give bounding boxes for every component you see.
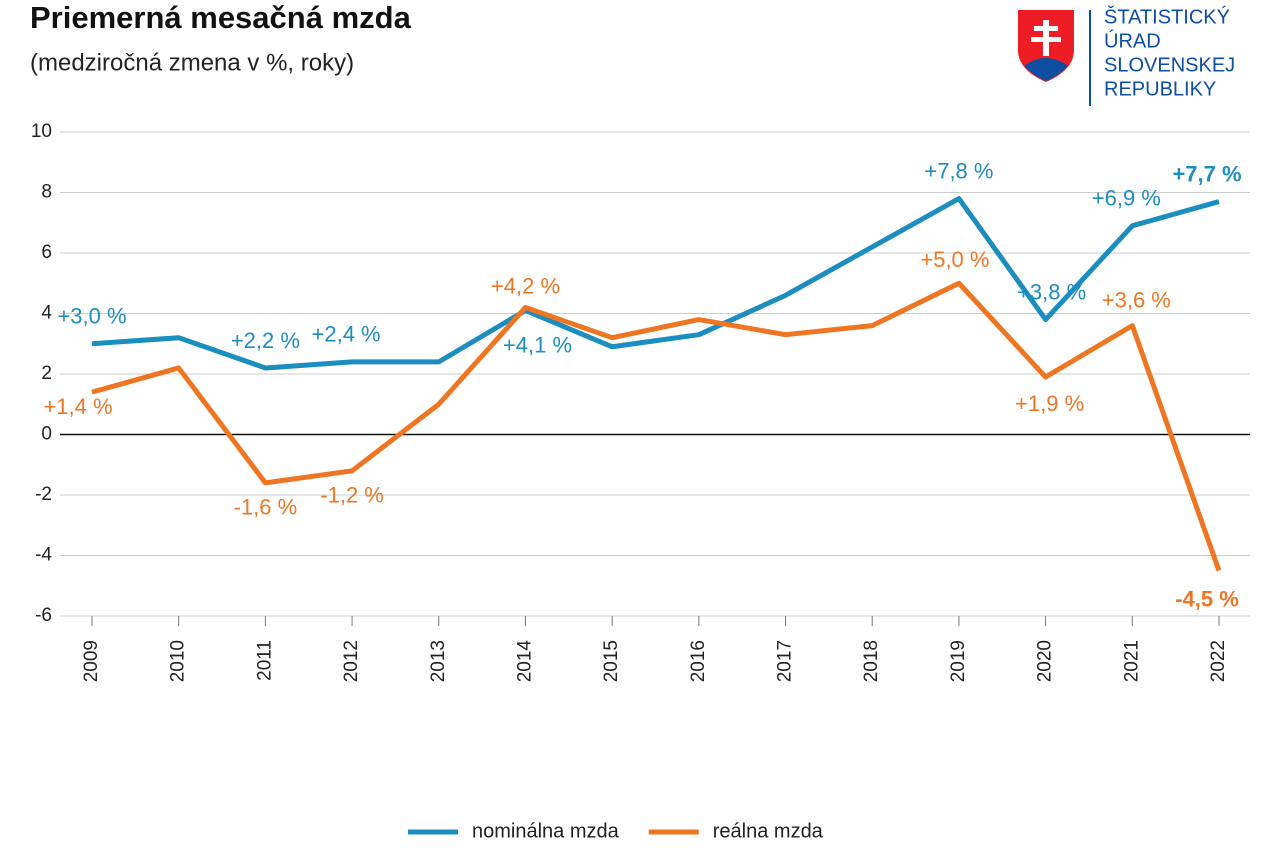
value-label: +6,9 % (1092, 186, 1161, 211)
value-label: +4,1 % (503, 332, 572, 357)
chart-title: Priemerná mesačná mzda (30, 0, 412, 35)
x-tick-label: 2012 (341, 640, 362, 682)
value-label: +3,0 % (57, 304, 126, 329)
x-tick-label: 2019 (948, 640, 969, 682)
x-tick-label: 2015 (601, 640, 622, 682)
x-tick-label: 2018 (861, 640, 882, 682)
x-tick-label: 2020 (1035, 640, 1056, 682)
y-tick-label: 10 (31, 121, 52, 142)
x-tick-label: 2017 (775, 640, 796, 682)
value-label: +3,8 % (1017, 279, 1086, 304)
y-tick-label: -2 (35, 484, 52, 505)
y-tick-label: -6 (35, 605, 52, 626)
x-tick-label: 2021 (1121, 640, 1142, 682)
value-label: +1,4 % (43, 394, 112, 419)
value-label: +5,0 % (920, 247, 989, 272)
y-tick-label: -4 (35, 545, 52, 566)
series-line (91, 196, 1220, 371)
value-label: +7,7 % (1172, 161, 1241, 186)
x-tick-label: 2011 (254, 640, 275, 681)
value-label: +1,9 % (1015, 391, 1084, 416)
value-label: +7,8 % (924, 158, 993, 183)
y-tick-label: 6 (41, 242, 52, 263)
value-label: +2,4 % (312, 322, 381, 347)
y-tick-label: 0 (41, 424, 52, 445)
chart-subtitle: (medziročná zmena v %, roky) (30, 49, 354, 76)
logo-line: ŠTATISTICKÝ (1104, 5, 1230, 28)
value-label: -1,2 % (320, 483, 384, 508)
x-tick-label: 2016 (688, 640, 709, 682)
value-label: -4,5 % (1175, 586, 1239, 611)
value-label: +3,6 % (1102, 287, 1171, 312)
logo-line: ÚRAD (1104, 29, 1161, 52)
value-label: -1,6 % (234, 495, 298, 520)
legend-label: nominálna mzda (472, 820, 620, 842)
logo-line: REPUBLIKY (1104, 78, 1216, 100)
value-label: +4,2 % (491, 273, 560, 298)
series-line (91, 280, 1222, 572)
y-tick-label: 8 (41, 182, 52, 203)
value-label: +2,2 % (231, 328, 300, 353)
logo-line: SLOVENSKEJ (1104, 54, 1235, 76)
x-tick-label: 2022 (1208, 640, 1229, 682)
x-tick-label: 2009 (81, 640, 102, 682)
legend-label: reálna mzda (713, 820, 824, 842)
x-tick-label: 2010 (168, 640, 189, 682)
logo-emblem (1018, 10, 1091, 106)
y-tick-label: 4 (41, 303, 52, 324)
y-tick-label: 2 (41, 363, 52, 384)
x-tick-label: 2014 (514, 640, 535, 683)
x-tick-label: 2013 (428, 640, 449, 682)
